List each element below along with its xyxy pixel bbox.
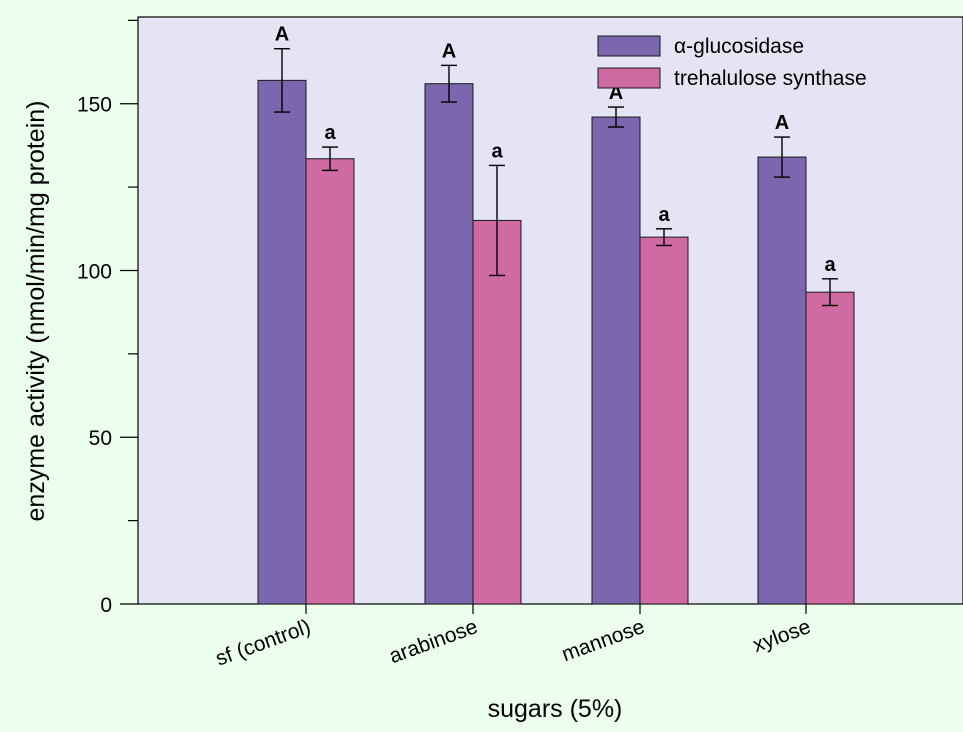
legend: α-glucosidase trehalulose synthase <box>597 35 867 90</box>
significance-label: a <box>491 140 503 162</box>
x-tick-label: sf (control) <box>213 615 314 671</box>
x-axis-title: sugars (5%) <box>488 695 623 723</box>
legend-swatch-alpha-glucosidase <box>597 35 661 57</box>
x-tick-label: xylose <box>750 615 814 657</box>
significance-label: a <box>658 204 670 226</box>
bar-trehalulose-synthase-2 <box>639 236 689 605</box>
bar-trehalulose-synthase-1 <box>472 219 522 605</box>
x-tick-label: arabinose <box>386 615 481 668</box>
x-tick-label: mannose <box>559 615 648 666</box>
bar-alpha-glucosidase-1 <box>424 83 474 605</box>
significance-label: a <box>324 122 336 144</box>
bar-alpha-glucosidase-2 <box>591 116 641 605</box>
y-tick-label: 0 <box>100 594 112 617</box>
significance-label: A <box>275 24 289 46</box>
significance-label: A <box>442 40 456 62</box>
y-tick-label: 100 <box>77 260 112 283</box>
bar-alpha-glucosidase-3 <box>757 156 807 605</box>
legend-label-alpha-glucosidase: α-glucosidase <box>674 35 804 58</box>
y-axis-title: enzyme activity (nmol/min/mg protein) <box>22 101 50 522</box>
significance-label: A <box>775 112 789 134</box>
bar-trehalulose-synthase-3 <box>805 291 855 605</box>
significance-label: a <box>824 254 836 276</box>
bar-alpha-glucosidase-0 <box>257 79 307 605</box>
legend-label-trehalulose-synthase: trehalulose synthase <box>674 67 867 90</box>
y-tick-label: 150 <box>77 94 112 117</box>
y-tick-label: 50 <box>89 427 112 450</box>
legend-swatch-trehalulose-synthase <box>597 67 661 89</box>
bar-trehalulose-synthase-0 <box>305 158 355 605</box>
